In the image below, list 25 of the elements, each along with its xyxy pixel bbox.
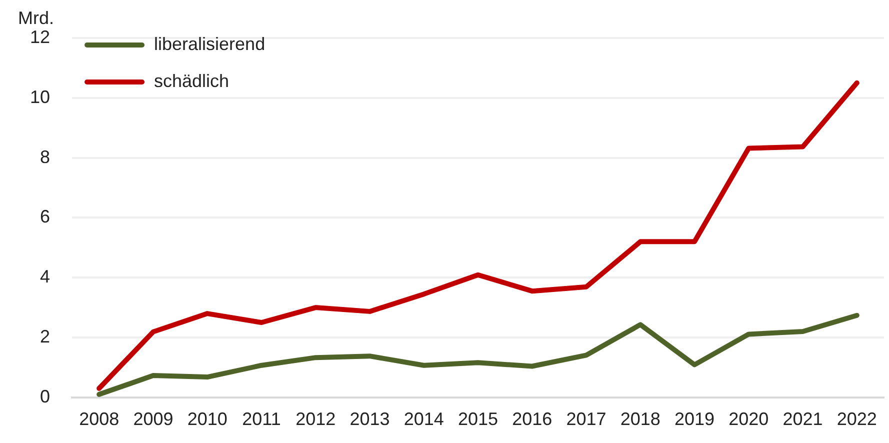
x-tick-label: 2015 <box>458 409 498 430</box>
x-tick-label: 2018 <box>620 409 660 430</box>
x-tick-label: 2013 <box>350 409 390 430</box>
x-tick-label: 2008 <box>79 409 120 430</box>
x-tick-label: 2010 <box>187 409 228 430</box>
x-tick-label: 2017 <box>566 409 606 430</box>
x-tick-label: 2016 <box>512 409 552 430</box>
legend-label: schädlich <box>154 70 230 91</box>
y-tick-label: 0 <box>40 386 50 406</box>
x-tick-label: 2011 <box>242 409 281 430</box>
y-tick-label: 4 <box>40 266 50 287</box>
x-tick-label: 2020 <box>728 409 769 430</box>
x-tick-label: 2009 <box>133 409 174 430</box>
legend-label: liberalisierend <box>154 34 266 54</box>
x-tick-label: 2014 <box>404 409 444 430</box>
x-tick-label: 2021 <box>782 409 823 430</box>
x-tick-label: 2019 <box>674 409 715 430</box>
y-tick-label: 6 <box>40 206 50 227</box>
y-tick-label: 2 <box>40 326 50 346</box>
x-tick-label: 2022 <box>836 409 877 430</box>
y-tick-label: 10 <box>30 86 50 107</box>
y-axis-title: Mrd. <box>18 8 54 29</box>
y-tick-label: 8 <box>40 146 50 167</box>
y-tick-label: 12 <box>30 26 50 47</box>
x-tick-label: 2012 <box>296 409 336 430</box>
